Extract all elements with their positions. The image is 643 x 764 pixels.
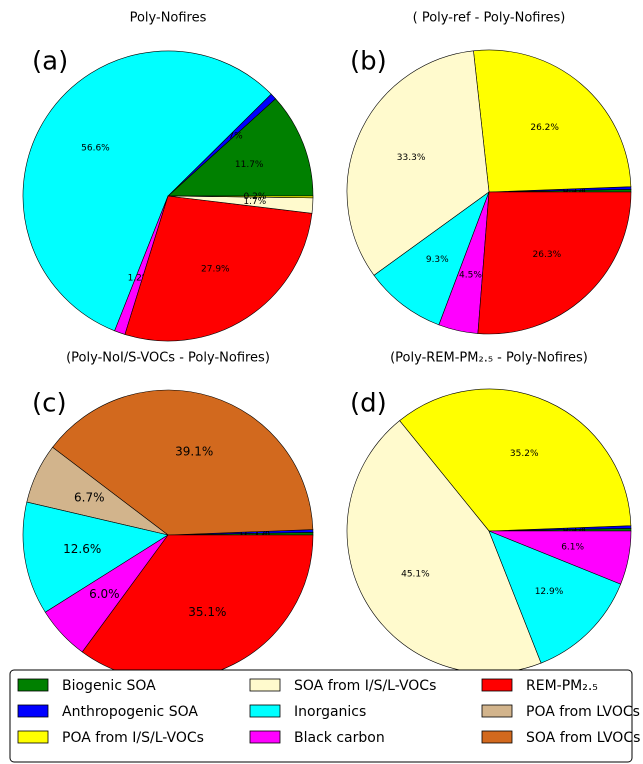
legend-label: SOA from I/S/L-VOCs	[294, 678, 436, 694]
value-label: 26.2%	[530, 123, 559, 133]
legend-label: POA from LVOCs	[526, 704, 640, 720]
legend-label: SOA from LVOCs	[526, 730, 640, 746]
legend-label: Biogenic SOA	[62, 678, 156, 694]
panel-label: (d)	[350, 389, 387, 419]
legend-swatch	[249, 678, 281, 692]
pie-wedge	[399, 388, 632, 532]
panel-label: (a)	[32, 47, 68, 77]
legend-label: POA from I/S/L-VOCs	[62, 730, 204, 746]
panel-label: (c)	[32, 389, 67, 419]
value-label: 12.9%	[535, 587, 564, 597]
pie-wedge	[167, 195, 314, 199]
pie-wedge	[22, 501, 169, 613]
value-label: 35.2%	[510, 449, 539, 459]
value-label: 27.9%	[201, 265, 230, 275]
legend-label: Anthropogenic SOA	[62, 704, 198, 720]
value-label: 0.3%	[563, 526, 586, 536]
pie-wedge	[488, 530, 622, 664]
pie-wedge	[167, 98, 314, 197]
chart-title: (Poly-REM-PM₂.₅ - Poly-Nofires)	[390, 351, 588, 366]
pie-wedge	[124, 195, 313, 342]
value-label: 1.7%	[243, 197, 266, 207]
legend-box	[9, 669, 633, 763]
pie-wedge	[52, 389, 314, 536]
value-label: 0.3%	[563, 524, 586, 534]
legend-label: Black carbon	[294, 730, 385, 746]
value-label: 1.2%	[128, 274, 151, 284]
value-label: 39.1%	[175, 445, 213, 459]
value-label: 45.1%	[401, 569, 430, 579]
pie-wedge	[477, 191, 632, 335]
value-label: 0.2%	[244, 192, 267, 202]
chart-title: ( Poly-ref - Poly-Nofires)	[413, 11, 566, 26]
legend-swatch	[481, 678, 513, 692]
legend-swatch	[249, 704, 281, 718]
legend-swatch	[249, 730, 281, 744]
chart-title: (Poly-NoI/S-VOCs - Poly-Nofires)	[66, 351, 270, 366]
legend-swatch	[17, 730, 49, 744]
value-label: 35.1%	[188, 605, 226, 619]
legend-swatch	[17, 704, 49, 718]
value-label: 12.6%	[63, 542, 101, 556]
panel-label: (b)	[350, 47, 387, 77]
legend-label: Inorganics	[294, 704, 366, 720]
value-label: 6.7%	[74, 490, 105, 504]
value-label: 6.1%	[561, 543, 584, 553]
pie-wedge	[22, 50, 272, 332]
value-label: 6.0%	[89, 587, 120, 601]
value-label: 0.7%	[220, 132, 243, 142]
pie-wedge	[488, 530, 632, 585]
value-label: 4.5%	[459, 271, 482, 281]
pie-wedge	[373, 191, 490, 326]
legend-label: REM-PM₂.₅	[526, 678, 598, 694]
legend-swatch	[481, 704, 513, 718]
chart-title: Poly-Nofires	[130, 11, 207, 26]
legend-swatch	[17, 678, 49, 692]
value-label: 0.3%	[563, 187, 586, 197]
value-label: 9.3%	[426, 255, 449, 265]
value-label: 33.3%	[397, 153, 426, 163]
pie-wedge	[346, 50, 490, 276]
pie-wedge	[473, 49, 632, 193]
legend-swatch	[481, 730, 513, 744]
value-label: 26.3%	[533, 250, 562, 260]
value-label: 0.3%	[563, 185, 586, 195]
value-label: 11.7%	[235, 160, 264, 170]
value-label: 56.6%	[81, 144, 110, 154]
